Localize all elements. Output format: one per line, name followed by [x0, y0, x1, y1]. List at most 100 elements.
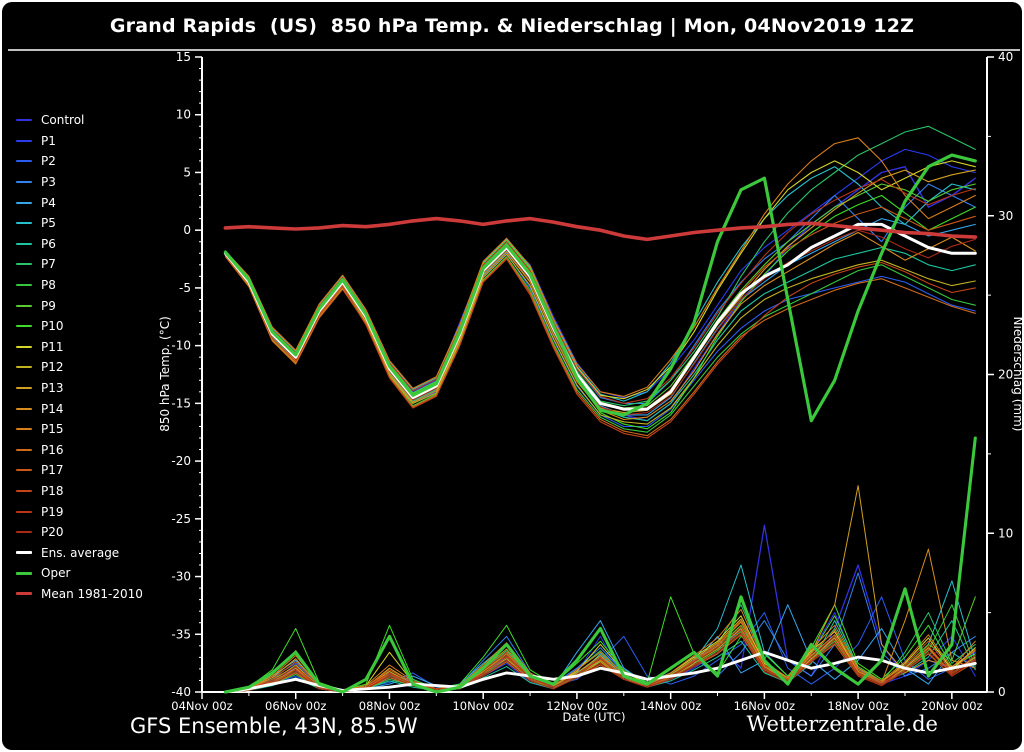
legend-swatch-p12 [16, 366, 32, 369]
precip-axis-title: Niederschlag (mm) [1011, 317, 1022, 432]
precip-tick-label: 20 [998, 368, 1013, 382]
series-layer [223, 125, 978, 694]
date-tick-label: 18Nov 00z [827, 699, 888, 713]
legend-label-p4: P4 [41, 195, 56, 210]
legend-label-p1: P1 [41, 133, 56, 148]
legend-item-p14: P14 [16, 398, 143, 419]
date-tick-label: 16Nov 00z [734, 699, 795, 713]
legend-swatch-control [16, 119, 32, 122]
temp-tick-label: 10 [176, 108, 191, 122]
legend-label-p3: P3 [41, 175, 56, 190]
legend-swatch-mean-1981-2010 [16, 592, 32, 596]
legend-item-p9: P9 [16, 295, 143, 316]
legend-label-p12: P12 [41, 360, 64, 375]
legend-item-p16: P16 [16, 440, 143, 461]
legend-label-p11: P11 [41, 339, 64, 354]
site-credit-label: Wetterzentrale.de [746, 712, 938, 736]
date-tick-label: 12Nov 00z [546, 699, 607, 713]
tick-labels-layer: 15 10 5 0 -5 -10 -15 -20 -25 -30 -35 -40 40 30 20 10 0 04… [171, 50, 1013, 713]
axes-layer [8, 49, 1020, 699]
date-tick-label: 14Nov 00z [640, 699, 701, 713]
legend-swatch-p4 [16, 201, 32, 204]
legend-swatch-p16 [16, 448, 32, 451]
legend-item-p17: P17 [16, 460, 143, 481]
precip-tick-label: 40 [998, 50, 1013, 64]
temp-tick-label: -25 [171, 512, 191, 526]
temp-tick-label: 15 [176, 50, 191, 64]
legend-item-p3: P3 [16, 172, 143, 193]
date-tick-label: 20Nov 00z [921, 699, 982, 713]
legend-item-p4: P4 [16, 192, 143, 213]
temp-line-p16 [224, 256, 976, 437]
temp-tick-label: 5 [183, 165, 191, 179]
precip-tick-label: 30 [998, 209, 1013, 223]
temp-line-oper [223, 153, 977, 423]
precip-line-p18 [224, 629, 976, 693]
temp-tick-label: -30 [171, 570, 191, 584]
legend-swatch-p13 [16, 387, 32, 390]
legend-label-p20: P20 [41, 525, 64, 540]
legend-item-oper: Oper [16, 563, 143, 584]
temp-tick-label: -15 [171, 396, 191, 410]
model-info-label: GFS Ensemble, 43N, 85.5W [130, 714, 418, 738]
temp-tick-label: -40 [171, 685, 191, 699]
legend-item-ens-average: Ens. average [16, 542, 143, 563]
chart-title: Grand Rapids (US) 850 hPa Temp. & Nieder… [109, 15, 915, 37]
temp-line-mean-1981-2010 [223, 216, 978, 242]
legend-label-p10: P10 [41, 319, 64, 334]
legend-swatch-p5 [16, 222, 32, 225]
legend-label-p6: P6 [41, 236, 56, 251]
temp-line-p12 [224, 253, 976, 425]
legend-swatch-p2 [16, 160, 32, 163]
legend-label-p19: P19 [41, 504, 64, 519]
date-tick-label: 04Nov 00z [171, 699, 232, 713]
legend-swatch-p3 [16, 181, 32, 184]
legend-label-p15: P15 [41, 422, 64, 437]
temp-line-p20 [224, 229, 976, 416]
temp-line-p11 [224, 160, 976, 400]
legend-item-p1: P1 [16, 131, 143, 152]
precip-tick-label: 10 [998, 526, 1013, 540]
temp-tick-label: -35 [171, 627, 191, 641]
legend-item-control: Control [16, 110, 143, 131]
legend-swatch-p19 [16, 510, 32, 513]
legend-item-p5: P5 [16, 213, 143, 234]
temp-line-p15 [224, 137, 976, 397]
legend-label-control: Control [41, 113, 85, 128]
legend-swatch-p11 [16, 345, 32, 348]
legend-swatch-p9 [16, 304, 32, 307]
precip-line-ens-average [223, 650, 977, 694]
precip-line-p20 [224, 632, 976, 693]
legend-item-p7: P7 [16, 254, 143, 275]
legend-label-p8: P8 [41, 278, 56, 293]
legend-item-p2: P2 [16, 151, 143, 172]
temp-tick-label: 0 [183, 223, 191, 237]
temp-line-p5 [224, 166, 976, 402]
legend-swatch-p20 [16, 531, 32, 534]
legend-label-mean-1981-2010: Mean 1981-2010 [41, 586, 143, 601]
temp-line-p4 [224, 218, 976, 416]
legend-label-p5: P5 [41, 216, 56, 231]
date-tick-label: 08Nov 00z [359, 699, 420, 713]
legend-label-p2: P2 [41, 154, 56, 169]
legend-swatch-p7 [16, 263, 32, 266]
legend-label-p17: P17 [41, 463, 64, 478]
legend-item-p20: P20 [16, 522, 143, 543]
legend-swatch-p18 [16, 489, 32, 492]
precip-tick-label: 0 [998, 685, 1006, 699]
precip-line-oper [223, 436, 977, 694]
legend-swatch-p10 [16, 325, 32, 328]
temp-tick-label: -5 [179, 281, 191, 295]
legend-swatch-p17 [16, 469, 32, 472]
x-axis-title: Date (UTC) [563, 710, 626, 724]
legend-label-p9: P9 [41, 298, 56, 313]
temp-axis-title: 850 hPa Temp. (°C) [158, 316, 172, 432]
temp-tick-label: -20 [171, 454, 191, 468]
legend-swatch-p15 [16, 428, 32, 431]
legend-item-p6: P6 [16, 234, 143, 255]
legend-item-p15: P15 [16, 419, 143, 440]
legend-item-mean-1981-2010: Mean 1981-2010 [16, 584, 143, 605]
legend-swatch-p1 [16, 139, 32, 142]
